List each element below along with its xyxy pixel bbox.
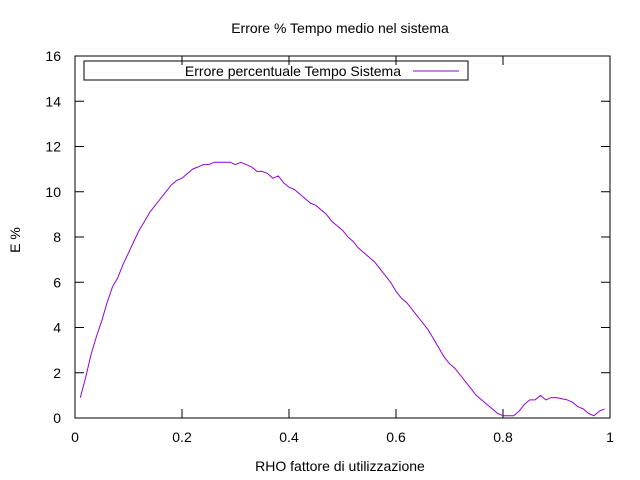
y-axis: 0 2 4 6 8 10 12 14 16 bbox=[45, 48, 610, 426]
chart-title: Errore % Tempo medio nel sistema bbox=[231, 20, 449, 36]
x-tick-label: 1 bbox=[606, 429, 614, 445]
x-tick-label: 0.6 bbox=[386, 429, 406, 445]
y-tick-label: 0 bbox=[53, 410, 61, 426]
series-layer bbox=[79, 161, 605, 417]
y-tick-label: 6 bbox=[53, 274, 61, 290]
y-tick-label: 12 bbox=[45, 139, 61, 155]
series-line bbox=[79, 161, 605, 417]
x-axis-title: RHO fattore di utilizzazione bbox=[255, 458, 425, 474]
legend-box bbox=[83, 60, 469, 81]
x-tick-label: 0 bbox=[71, 429, 79, 445]
x-tick-label: 0.8 bbox=[493, 429, 513, 445]
x-tick-label: 0.4 bbox=[279, 429, 299, 445]
x-axis: 0 0.2 0.4 0.6 0.8 1 bbox=[71, 56, 614, 445]
y-tick-label: 16 bbox=[45, 48, 61, 64]
legend: Errore percentuale Tempo Sistema bbox=[83, 60, 469, 81]
y-tick-label: 4 bbox=[53, 320, 61, 336]
y-axis-title: E % bbox=[7, 227, 23, 253]
x-tick-label: 0.2 bbox=[172, 429, 192, 445]
y-tick-label: 8 bbox=[53, 229, 61, 245]
y-tick-label: 10 bbox=[45, 184, 61, 200]
legend-label: Errore percentuale Tempo Sistema bbox=[185, 63, 401, 79]
y-tick-label: 2 bbox=[53, 365, 61, 381]
plot-area-frame bbox=[74, 55, 611, 419]
y-tick-label: 14 bbox=[45, 93, 61, 109]
